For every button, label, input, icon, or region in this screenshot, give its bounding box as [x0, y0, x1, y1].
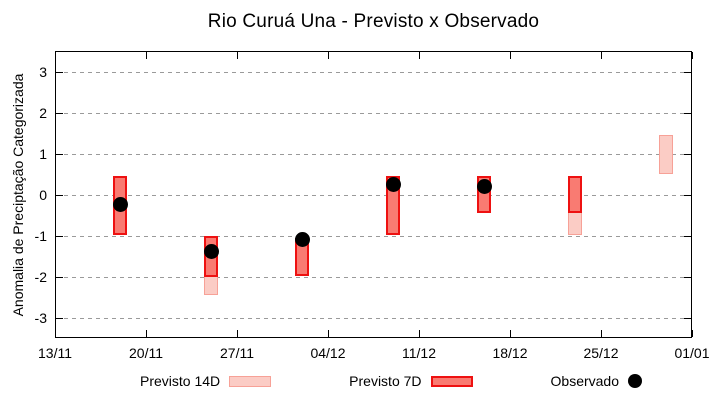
y-tick-label: 3 — [39, 63, 47, 80]
x-tick-bottom — [328, 330, 329, 337]
y-tick-label: -1 — [34, 227, 47, 244]
x-tick-label: 01/01 — [674, 345, 710, 361]
gridline-y0 — [56, 194, 691, 196]
previsto-14d-swatch — [229, 375, 272, 387]
x-tick-label: 13/11 — [38, 345, 72, 361]
x-tick-bottom — [601, 330, 602, 337]
y-tick-right — [684, 235, 691, 237]
plot-frame — [55, 51, 692, 338]
x-tick-bottom — [692, 330, 693, 337]
x-tick-label: 18/12 — [492, 345, 528, 361]
previsto-7d-bar-23-12 — [568, 176, 582, 213]
x-tick-bottom — [146, 330, 147, 337]
previsto-14d-bar-30-12 — [659, 135, 673, 174]
x-tick-bottom — [55, 330, 56, 337]
gridline-y-1 — [56, 235, 691, 237]
gridline-y3 — [56, 71, 691, 73]
x-tick-bottom — [237, 330, 238, 337]
x-tick-top — [692, 52, 693, 59]
gridline-y-3 — [56, 317, 691, 319]
x-tick-top — [419, 52, 420, 59]
gridline-y1 — [56, 153, 691, 155]
observado-dot-25-11 — [203, 244, 219, 260]
y-tick-label: 2 — [39, 104, 47, 121]
x-tick-label: 11/12 — [402, 345, 436, 361]
legend-item-previsto-14d: Previsto 14D — [140, 373, 272, 389]
legend-label-previsto-7d: Previsto 7D — [349, 373, 422, 389]
y-tick-right — [684, 194, 691, 196]
y-tick-label: 0 — [39, 186, 47, 203]
y-tick-right — [684, 112, 691, 114]
legend-item-previsto-7d: Previsto 7D — [349, 373, 473, 389]
y-tick-right — [684, 71, 691, 73]
observado-dot-02-12 — [294, 232, 310, 248]
x-tick-label: 20/11 — [129, 345, 163, 361]
observado-dot-16-12 — [476, 178, 492, 194]
gridline-y2 — [56, 112, 691, 114]
y-tick-label: -3 — [34, 309, 47, 326]
observado-dot-18-11 — [112, 197, 128, 213]
gridline-y-2 — [56, 276, 691, 278]
y-tick-label: 1 — [39, 145, 47, 162]
previsto-7d-swatch — [430, 375, 473, 387]
observado-swatch-dot — [628, 374, 642, 388]
x-tick-top — [328, 52, 329, 59]
y-tick-right — [684, 153, 691, 155]
x-tick-top — [146, 52, 147, 59]
legend: Previsto 14D Previsto 7D Observado — [140, 371, 642, 391]
x-tick-top — [55, 52, 56, 59]
x-tick-bottom — [419, 330, 420, 337]
observado-dot-09-12 — [385, 176, 401, 192]
legend-label-observado: Observado — [550, 373, 619, 389]
x-tick-bottom — [510, 330, 511, 337]
y-tick-label: -2 — [34, 268, 47, 285]
x-tick-label: 04/12 — [310, 345, 346, 361]
y-tick-left — [56, 112, 63, 114]
y-tick-left — [56, 153, 63, 155]
x-tick-top — [601, 52, 602, 59]
y-tick-right — [684, 276, 691, 278]
y-tick-left — [56, 317, 63, 319]
x-tick-top — [237, 52, 238, 59]
legend-label-previsto-14d: Previsto 14D — [140, 373, 221, 389]
x-tick-top — [510, 52, 511, 59]
x-tick-label: 25/12 — [583, 345, 619, 361]
x-tick-label: 27/11 — [220, 345, 254, 361]
y-tick-left — [56, 235, 63, 237]
chart-title: Rio Curuá Una - Previsto x Observado — [207, 11, 540, 32]
y-tick-right — [684, 317, 691, 319]
legend-item-observado: Observado — [551, 373, 642, 389]
y-tick-left — [56, 276, 63, 278]
y-tick-left — [56, 71, 63, 73]
y-tick-left — [56, 194, 63, 196]
